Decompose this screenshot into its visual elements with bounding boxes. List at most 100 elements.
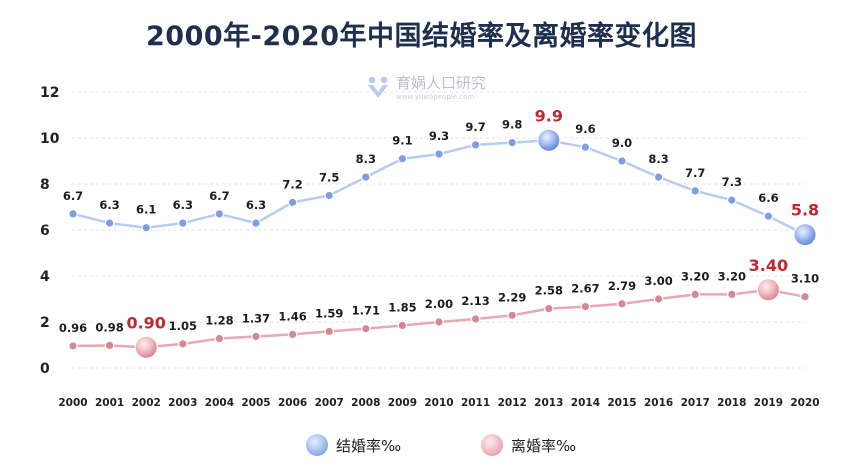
marriage-data-label: 9.8 xyxy=(502,118,522,132)
legend-marriage-marker-icon xyxy=(306,434,328,456)
marriage-data-label: 7.5 xyxy=(319,171,339,185)
marriage-data-point xyxy=(397,153,408,164)
divorce-data-label: 0.90 xyxy=(126,313,165,332)
marriage-data-point xyxy=(470,140,481,150)
divorce-data-point xyxy=(617,299,627,309)
divorce-data-point xyxy=(690,289,700,300)
divorce-data-label: 2.79 xyxy=(608,279,636,293)
marriage-data-point xyxy=(617,156,627,166)
x-tick-label: 2008 xyxy=(351,397,380,409)
divorce-data-label: 1.46 xyxy=(278,309,306,323)
x-tick-label: 2017 xyxy=(681,397,710,409)
divorce-data-point xyxy=(178,339,188,349)
divorce-data-label: 3.10 xyxy=(791,272,819,286)
marriage-data-point xyxy=(324,190,334,201)
x-tick-label: 2006 xyxy=(278,397,307,409)
marriage-data-point xyxy=(251,218,261,228)
y-tick-label: 12 xyxy=(40,85,59,101)
x-tick-label: 2016 xyxy=(644,397,673,409)
divorce-highlight-point xyxy=(134,335,158,359)
marriage-data-point xyxy=(141,222,151,233)
legend-divorce-label: 离婚率‰ xyxy=(511,436,577,455)
marriage-data-label: 6.6 xyxy=(758,191,778,205)
x-tick-label: 2007 xyxy=(315,397,344,409)
divorce-data-point xyxy=(287,329,298,340)
x-tick-label: 2013 xyxy=(534,397,563,409)
divorce-data-point xyxy=(434,317,444,327)
marriage-data-point xyxy=(287,197,298,208)
divorce-data-point xyxy=(507,310,517,321)
line-chart: 0 2 4 6 8 10 12 2000 2001 2002 2003 2004 2005 2006 200… xyxy=(40,85,820,409)
marriage-data-label: 6.7 xyxy=(63,189,83,203)
marriage-data-point xyxy=(360,172,371,182)
marriage-data-point xyxy=(178,218,188,228)
marriage-data-label: 9.1 xyxy=(392,134,412,148)
divorce-data-point xyxy=(214,333,225,344)
x-tick-label: 2014 xyxy=(571,397,600,409)
watermark-name: 育娲人口研究 xyxy=(396,73,487,92)
marriage-data-point xyxy=(68,209,78,219)
x-tick-label: 2005 xyxy=(241,397,270,409)
x-tick-label: 2015 xyxy=(607,397,636,409)
x-tick-label: 2011 xyxy=(461,397,490,409)
x-tick-label: 2009 xyxy=(388,397,417,409)
divorce-data-point xyxy=(68,341,78,351)
divorce-data-label: 0.96 xyxy=(59,321,87,335)
y-tick-label: 4 xyxy=(40,269,50,285)
divorce-data-label: 2.29 xyxy=(498,290,526,304)
marriage-data-label: 7.7 xyxy=(685,166,705,180)
divorce-data-point xyxy=(104,340,115,351)
marriage-data-point xyxy=(507,137,517,148)
x-tick-label: 2002 xyxy=(132,397,161,409)
marriage-data-label: 6.1 xyxy=(136,203,156,217)
legend-item-marriage: 结婚率‰ xyxy=(306,434,401,456)
legend-marriage-label: 结婚率‰ xyxy=(336,436,402,455)
x-tick-label: 2010 xyxy=(424,397,453,409)
divorce-data-label: 3.20 xyxy=(681,269,709,283)
watermark-url: www.yuwapeople.com xyxy=(396,92,475,101)
divorce-data-label: 3.40 xyxy=(749,256,788,275)
divorce-data-label: 2.67 xyxy=(571,282,599,296)
divorce-data-label: 1.59 xyxy=(315,306,343,320)
divorce-data-label: 3.20 xyxy=(718,269,746,283)
marriage-data-label: 5.8 xyxy=(791,201,819,220)
divorce-data-label: 0.98 xyxy=(95,320,123,334)
marriage-data-point xyxy=(214,209,225,219)
marriage-data-point xyxy=(726,195,737,205)
divorce-data-label: 2.13 xyxy=(461,294,489,308)
y-tick-label: 10 xyxy=(40,131,60,147)
y-tick-label: 2 xyxy=(40,315,50,331)
chart-title: 2000年-2020年中国结婚率及离婚率变化图 xyxy=(146,21,697,52)
marriage-data-label: 6.7 xyxy=(209,189,229,203)
marriage-data-label: 8.3 xyxy=(648,152,668,166)
divorce-data-point xyxy=(360,323,371,334)
x-tick-label: 2000 xyxy=(58,397,87,409)
legend-item-divorce: 离婚率‰ xyxy=(481,434,576,456)
marriage-data-label: 9.6 xyxy=(575,122,595,136)
divorce-data-label: 3.00 xyxy=(644,274,672,288)
legend-divorce-marker-icon xyxy=(481,434,503,456)
divorce-data-label: 1.37 xyxy=(242,311,270,325)
divorce-data-label: 1.71 xyxy=(352,304,380,318)
marriage-highlight-point xyxy=(793,223,817,247)
marriage-data-label: 9.9 xyxy=(535,106,563,125)
divorce-data-point xyxy=(543,303,554,314)
marriage-data-point xyxy=(653,172,664,182)
marriage-data-label: 6.3 xyxy=(246,198,266,212)
y-tick-label: 8 xyxy=(40,177,50,193)
marriage-data-label: 9.7 xyxy=(465,120,485,134)
marriage-data-point xyxy=(580,142,591,152)
x-tick-label: 2018 xyxy=(717,397,746,409)
marriage-data-label: 7.3 xyxy=(722,175,742,189)
y-tick-label: 6 xyxy=(40,223,50,239)
marriage-data-label: 9.0 xyxy=(612,136,632,150)
marriage-data-label: 9.3 xyxy=(429,129,449,143)
divorce-data-label: 2.00 xyxy=(425,297,453,311)
divorce-data-point xyxy=(251,331,261,342)
marriage-data-label: 6.3 xyxy=(173,198,193,212)
divorce-data-point xyxy=(726,289,737,300)
watermark-logo-icon xyxy=(366,74,390,102)
divorce-data-point xyxy=(324,326,334,337)
divorce-data-point xyxy=(470,314,481,324)
divorce-data-point xyxy=(397,320,408,331)
